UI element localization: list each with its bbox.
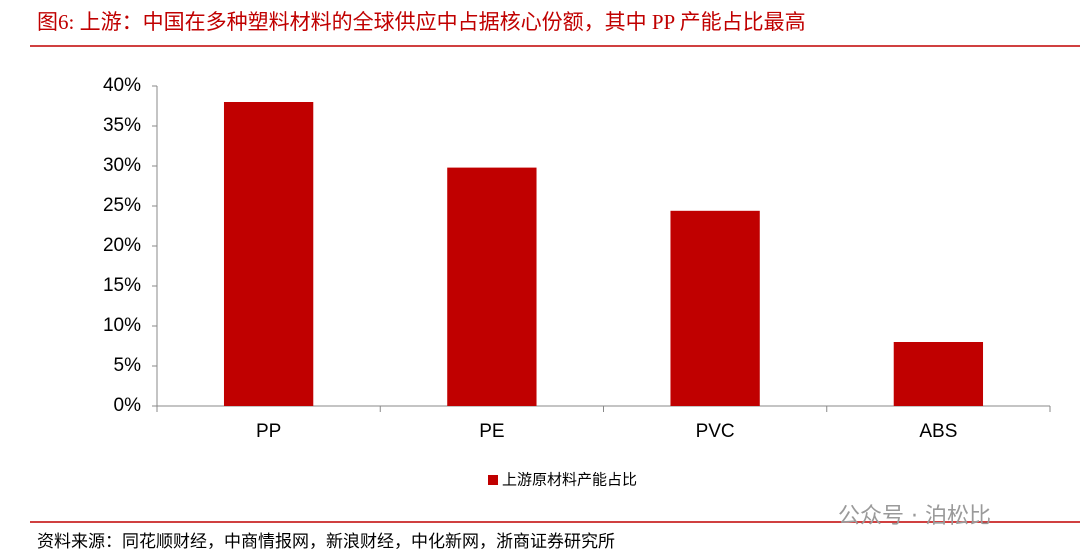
y-tick-label: 10%: [103, 315, 141, 336]
y-tick-label: 15%: [103, 275, 141, 296]
y-tick-label: 40%: [103, 75, 141, 96]
y-tick-label: 35%: [103, 115, 141, 136]
x-tick-label: ABS: [919, 421, 957, 442]
x-tick-label: PE: [479, 421, 504, 442]
x-tick-label: PVC: [696, 421, 735, 442]
watermark: 公众号 · 泊松比: [838, 504, 991, 529]
chart-title: 图6: 上游：中国在多种塑料材料的全球供应中占据核心份额，其中 PP 产能占比最…: [37, 10, 806, 34]
legend-swatch: [488, 475, 498, 485]
source-note: 资料来源：同花顺财经，中商情报网，新浪财经，中化新网，浙商证券研究所: [37, 532, 615, 551]
y-tick-label: 0%: [114, 395, 142, 416]
y-tick-label: 30%: [103, 155, 141, 176]
bar: [447, 167, 537, 406]
legend-label: 上游原材料产能占比: [502, 471, 637, 489]
bar: [223, 102, 314, 406]
y-tick-label: 25%: [103, 195, 141, 216]
bar: [670, 210, 760, 406]
y-tick-label: 5%: [114, 355, 142, 376]
bar: [893, 342, 984, 406]
x-tick-label: PP: [256, 421, 281, 442]
y-tick-label: 20%: [103, 235, 141, 256]
